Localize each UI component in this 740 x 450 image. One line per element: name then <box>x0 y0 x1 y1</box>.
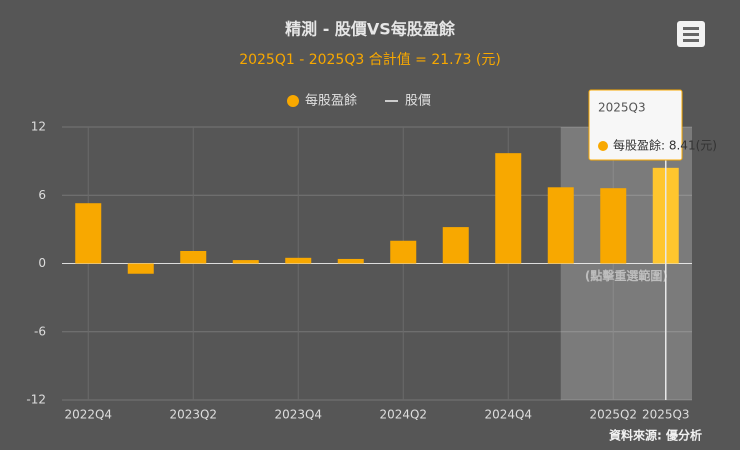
tooltip-text: 每股盈餘: 8.41(元) <box>613 138 717 153</box>
tooltip-box <box>588 89 683 161</box>
x-tick-label: 2023Q4 <box>274 408 322 422</box>
x-tick-label: 2022Q4 <box>64 408 112 422</box>
source: 資料來源: 優分析 <box>609 428 702 443</box>
bar <box>232 260 259 264</box>
legend-label: 每股盈餘 <box>305 93 357 109</box>
menu-button[interactable] <box>677 21 705 47</box>
bar <box>180 250 207 264</box>
legend-marker <box>287 95 299 107</box>
x-tick-label: 2024Q2 <box>379 408 427 422</box>
menu-line <box>683 39 699 42</box>
y-tick-label: -12 <box>26 393 46 407</box>
menu-line <box>683 27 699 30</box>
bar <box>547 187 574 264</box>
x-tick-label: 2023Q2 <box>169 408 217 422</box>
bar <box>442 227 469 264</box>
tooltip-title: 2025Q3 <box>598 101 646 115</box>
bar <box>600 188 627 264</box>
tooltip-marker <box>598 141 608 151</box>
bar <box>390 240 417 264</box>
bar <box>495 153 522 264</box>
bar <box>75 203 102 264</box>
menu-line <box>683 33 699 36</box>
y-tick-label: 0 <box>38 256 46 270</box>
x-tick-label: 2025Q2 <box>589 408 637 422</box>
selection-hint: (點擊重選範圍) <box>585 268 668 283</box>
legend-label: 股價 <box>405 94 431 109</box>
chart-subtitle: 2025Q1 - 2025Q3 合計值 = 21.73 (元) <box>239 52 501 68</box>
y-tick-label: 6 <box>38 188 46 202</box>
y-tick-label: 12 <box>31 120 46 134</box>
tooltip: 2025Q3 每股盈餘: 8.41(元) <box>588 89 717 161</box>
bar <box>127 263 154 274</box>
bar <box>337 258 364 264</box>
x-tick-label: 2024Q4 <box>484 408 532 422</box>
y-tick-label: -6 <box>34 324 46 338</box>
bar <box>285 257 312 264</box>
chart-title: 精測 - 股價VS每股盈餘 <box>285 20 456 39</box>
x-tick-label: 2025Q3 <box>642 408 690 422</box>
